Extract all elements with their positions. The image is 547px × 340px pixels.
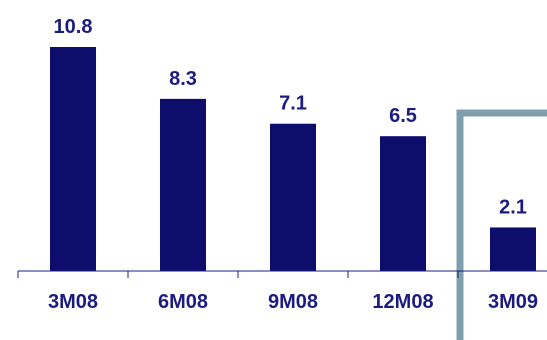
category-label-9m08: 9M08 (268, 291, 318, 313)
highlight-frame (456, 109, 547, 340)
value-label-9m08: 7.1 (279, 93, 307, 115)
category-labels-group: 3M08 6M08 9M08 12M08 3M09 (48, 291, 538, 313)
category-label-6m08: 6M08 (158, 291, 208, 313)
x-axis-ticks (17, 271, 459, 278)
bar-9m08 (270, 123, 316, 271)
bar-12m08 (380, 136, 426, 271)
highlight-frame-group (456, 109, 547, 340)
bar-3m08 (50, 47, 96, 271)
bar-3m09 (490, 227, 536, 271)
value-label-6m08: 8.3 (169, 68, 197, 90)
value-label-3m09: 2.1 (499, 196, 527, 218)
category-label-3m08: 3M08 (48, 291, 98, 313)
bar-6m08 (160, 98, 206, 271)
bars-group (50, 47, 536, 271)
value-labels-group: 10.8 8.3 7.1 6.5 2.1 (54, 16, 527, 218)
value-label-3m08: 10.8 (54, 16, 93, 38)
value-label-12m08: 6.5 (389, 105, 417, 127)
category-label-12m08: 12M08 (372, 291, 433, 313)
category-label-3m09: 3M09 (488, 291, 538, 313)
